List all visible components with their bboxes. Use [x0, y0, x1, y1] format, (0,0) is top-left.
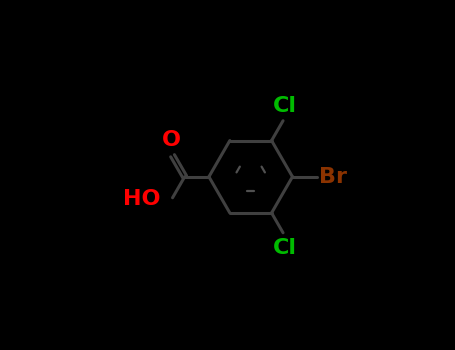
Text: O: O	[162, 130, 181, 150]
Text: Cl: Cl	[273, 238, 296, 258]
Text: Br: Br	[319, 167, 347, 187]
Text: HO: HO	[123, 189, 161, 209]
Text: Cl: Cl	[273, 96, 296, 116]
